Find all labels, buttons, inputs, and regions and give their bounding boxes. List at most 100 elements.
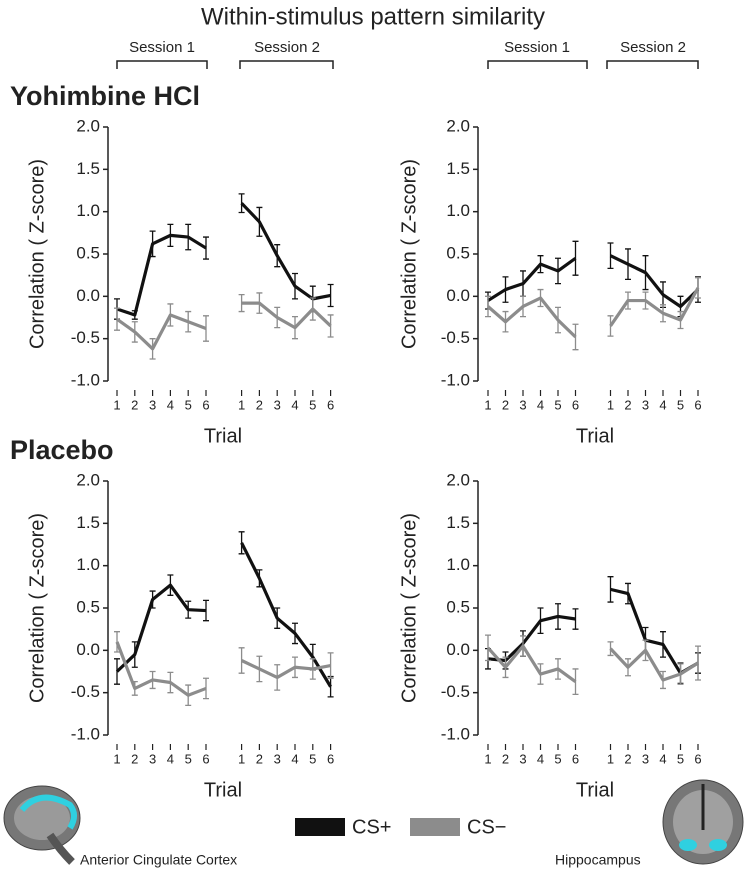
x-tick-label: 5 — [185, 751, 192, 766]
x-tick-label: 4 — [291, 397, 298, 412]
series — [114, 193, 334, 320]
x-tick-label: 4 — [537, 397, 544, 412]
x-tick-label: 1 — [113, 397, 120, 412]
session-label: Session 2 — [254, 39, 320, 56]
x-tick-label: 6 — [327, 751, 334, 766]
x-axis-label: Trial — [204, 425, 242, 447]
x-tick-label: 6 — [327, 397, 334, 412]
figure-title: Within-stimulus pattern similarity — [201, 3, 545, 30]
x-tick-label: 6 — [572, 397, 579, 412]
x-axis-label: Trial — [576, 425, 614, 447]
y-tick-label: 0.5 — [446, 243, 470, 262]
y-tick-label: -1.0 — [71, 724, 100, 743]
y-tick-label: 1.0 — [76, 555, 100, 574]
y-tick-label: 0.0 — [76, 640, 100, 659]
y-tick-label: -1.0 — [441, 724, 470, 743]
y-tick-label: 2.0 — [446, 470, 470, 489]
y-axis-label: Correlation ( Z-score) — [26, 513, 48, 703]
x-axis-label: Trial — [204, 779, 242, 801]
series — [114, 292, 334, 360]
error-bar — [203, 236, 209, 260]
series-line — [487, 254, 700, 309]
x-tick-label: 6 — [572, 751, 579, 766]
y-tick-label: 2.0 — [76, 116, 100, 135]
error-bar — [203, 315, 209, 342]
error-bar — [607, 576, 614, 603]
y-tick-label: 1.0 — [76, 201, 100, 220]
y-axis-label: Correlation ( Z-score) — [398, 513, 420, 703]
session-brackets — [116, 60, 699, 69]
series-line — [116, 301, 332, 351]
series — [114, 531, 334, 698]
legend-swatch — [295, 818, 345, 836]
x-tick-label: 3 — [274, 751, 281, 766]
x-tick-label: 4 — [167, 397, 174, 412]
x-tick-label: 5 — [309, 751, 316, 766]
y-tick-label: 0.0 — [76, 286, 100, 305]
group-label: Yohimbine HCl — [10, 81, 200, 111]
x-tick-label: 6 — [202, 397, 209, 412]
y-tick-label: -0.5 — [441, 682, 470, 701]
x-tick-label: 5 — [309, 397, 316, 412]
x-tick-label: 1 — [113, 751, 120, 766]
series-line — [487, 587, 699, 675]
x-tick-label: 2 — [502, 751, 509, 766]
y-tick-label: -0.5 — [71, 682, 100, 701]
y-tick-label: 2.0 — [76, 470, 100, 489]
y-tick-label: 1.0 — [446, 201, 470, 220]
bracket — [606, 60, 699, 69]
series — [114, 631, 334, 707]
error-bar — [607, 242, 614, 270]
region-caption: Hippocampus — [555, 852, 641, 868]
x-tick-label: 3 — [519, 397, 526, 412]
x-tick-label: 2 — [256, 751, 263, 766]
series-line — [486, 644, 699, 683]
x-tick-label: 1 — [484, 751, 491, 766]
session-label: Session 2 — [620, 39, 686, 56]
y-tick-label: 1.5 — [76, 513, 100, 532]
x-tick-label: 6 — [694, 751, 701, 766]
error-bar — [327, 283, 334, 308]
y-tick-label: 0.0 — [446, 640, 470, 659]
y-tick-label: 0.5 — [446, 597, 470, 616]
x-tick-label: 2 — [256, 397, 263, 412]
y-tick-label: -0.5 — [71, 328, 100, 347]
brain-sagittal — [3, 785, 81, 865]
x-tick-label: 1 — [238, 751, 245, 766]
x-tick-label: 2 — [624, 751, 631, 766]
error-bar — [238, 647, 245, 674]
error-bar — [572, 608, 579, 630]
x-tick-label: 3 — [274, 397, 281, 412]
x-tick-label: 1 — [607, 751, 614, 766]
x-tick-label: 3 — [149, 751, 156, 766]
x-tick-label: 3 — [519, 751, 526, 766]
x-tick-label: 5 — [185, 397, 192, 412]
series — [485, 240, 701, 318]
group-label: Placebo — [10, 435, 114, 465]
legend-label: CS+ — [352, 816, 391, 838]
series — [485, 634, 701, 696]
session-label: Session 1 — [504, 39, 570, 56]
series — [485, 576, 701, 685]
x-tick-label: 3 — [642, 751, 649, 766]
y-tick-label: 1.5 — [446, 513, 470, 532]
series-line — [116, 202, 331, 317]
x-tick-label: 4 — [291, 751, 298, 766]
x-tick-label: 4 — [659, 397, 666, 412]
series-line — [115, 641, 331, 697]
y-tick-label: 1.5 — [76, 159, 100, 178]
x-tick-label: 2 — [131, 397, 138, 412]
y-axis-label: Correlation ( Z-score) — [398, 159, 420, 349]
x-tick-label: 3 — [149, 397, 156, 412]
error-bar — [238, 531, 245, 555]
y-tick-label: -1.0 — [71, 370, 100, 389]
y-tick-label: 1.5 — [446, 159, 470, 178]
x-axis-label: Trial — [576, 779, 614, 801]
y-tick-label: 0.0 — [446, 286, 470, 305]
legend: CS+ CS− — [295, 816, 506, 838]
x-tick-label: 4 — [659, 751, 666, 766]
x-tick-label: 1 — [238, 397, 245, 412]
x-tick-label: 6 — [202, 751, 209, 766]
